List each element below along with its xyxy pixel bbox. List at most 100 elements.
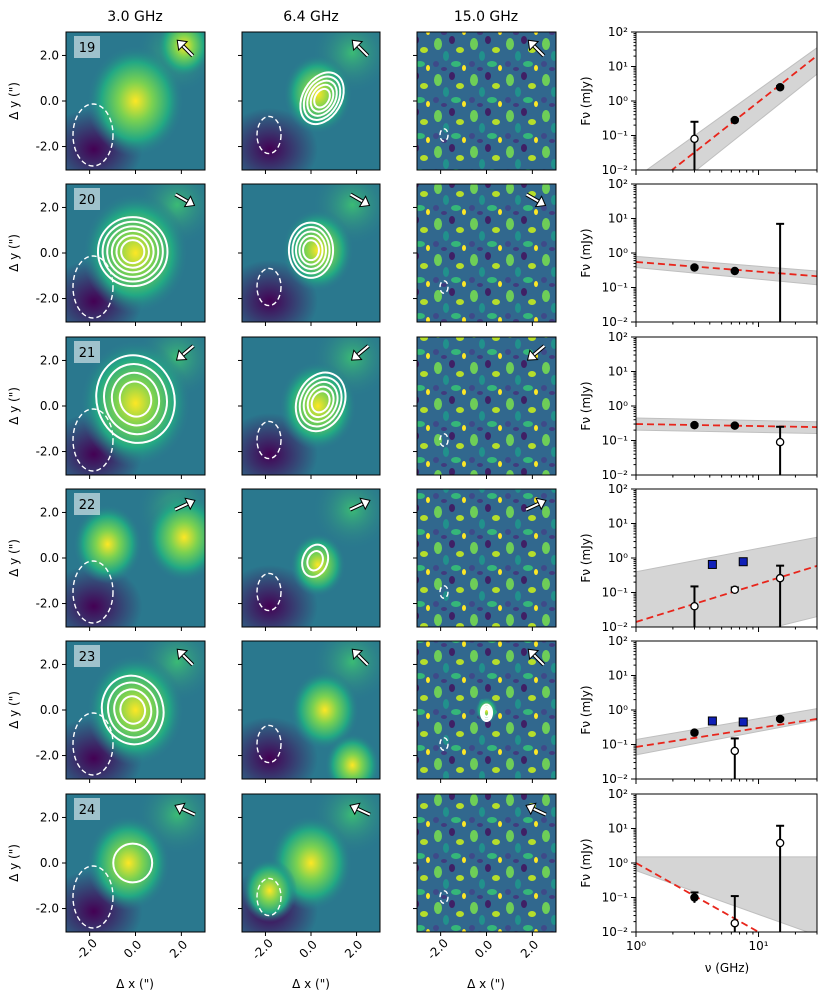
ytick-label: 10⁰ [608, 246, 628, 260]
source-id-label: 19 [79, 41, 96, 56]
contour [101, 220, 164, 283]
beam-ellipse [439, 890, 449, 904]
ytick-label: 10² [608, 787, 628, 801]
ytick-label: -2.0 [36, 749, 59, 763]
contour [103, 363, 168, 436]
fit-line [636, 423, 817, 428]
data-point [690, 601, 699, 611]
north-arrow-icon [526, 344, 546, 361]
contour [120, 239, 146, 265]
map-emission [290, 670, 360, 750]
contour [479, 703, 494, 723]
xtick-label: 10⁰ [626, 939, 646, 953]
contour [294, 230, 328, 271]
beam-ellipse [439, 433, 449, 447]
north-arrow-icon [350, 344, 370, 361]
ytick-label: -2.0 [36, 902, 59, 916]
row-21: 21 2.0 0.0 -2.0 Δ y (") 10⁻² 10⁻¹ 10⁰ 10¹ 10² Fν (… [7, 330, 818, 482]
sed-ylabel: Fν (mJy) [579, 685, 593, 734]
sed-ylabel: Fν (mJy) [579, 76, 593, 125]
north-arrow-icon [349, 192, 371, 208]
ytick-label: 10¹ [608, 669, 628, 683]
north-arrow-icon [174, 497, 196, 512]
map-ylabel: Δ y (") [7, 234, 21, 272]
ytick-label: 10⁰ [608, 399, 628, 413]
map-emission [290, 533, 346, 597]
contour [96, 216, 169, 288]
literature-point [707, 716, 717, 726]
ytick-label: 0.0 [40, 246, 59, 260]
beam-ellipse [439, 128, 449, 142]
beam-ellipse [439, 585, 449, 599]
map-background [417, 794, 556, 932]
map-low [66, 564, 143, 627]
contour [313, 87, 331, 109]
contour [309, 83, 335, 113]
fit-uncertainty-band [636, 536, 817, 627]
north-arrow-icon [174, 802, 196, 817]
beam-ellipse [256, 877, 282, 917]
ytick-label: 10¹ [608, 212, 628, 226]
data-point [775, 437, 785, 447]
source-badge [74, 798, 100, 820]
source-id-label: 24 [79, 803, 96, 818]
sed-ylabel: Fν (mJy) [579, 228, 593, 277]
ytick-label: 10⁻¹ [602, 129, 629, 143]
ytick-label: 10² [608, 330, 628, 344]
contour [115, 234, 150, 269]
sed-frame [635, 183, 818, 323]
ytick-label: 10⁻² [602, 163, 629, 177]
ytick-label: 10⁻² [602, 468, 629, 482]
map-panel: 20 2.0 0.0 -2.0 Δ y (") [7, 183, 206, 326]
ytick-label: -2.0 [36, 445, 59, 459]
ytick-label: 10⁰ [608, 856, 628, 870]
ytick-label: 0.0 [40, 856, 59, 870]
map-panel: 24 2.0 0.0 -2.0 Δ y (") -2.0 0.0 2.0 [7, 793, 206, 962]
source-id-label: 21 [79, 346, 96, 361]
sed-frame [635, 31, 818, 171]
contour [106, 225, 160, 278]
source-badge [74, 645, 100, 667]
sed-xlabel: ν (GHz) [705, 961, 750, 975]
row-20: 20 2.0 0.0 -2.0 Δ y (") 10⁻² 10⁻¹ 10⁰ 10¹ 10² Fν (… [7, 177, 818, 329]
data-point [775, 714, 785, 724]
ytick-label: 0.0 [40, 703, 59, 717]
ytick-label: 2.0 [40, 353, 59, 367]
contour [294, 371, 347, 433]
contour [302, 75, 342, 121]
data-point [690, 263, 699, 272]
xtick-label: -2.0 [249, 936, 275, 962]
sed-panel: 10⁻² 10⁻¹ 10⁰ 10¹ 10² Fν (mJy) [579, 634, 818, 786]
sed-frame [635, 640, 818, 780]
beam-ellipse [72, 103, 114, 167]
ytick-label: 10⁻¹ [602, 434, 629, 448]
map-ylabel: Δ y (") [7, 691, 21, 729]
ytick-label: 10⁻¹ [602, 738, 629, 752]
fit-uncertainty-band [636, 708, 817, 756]
sed-ylabel: Fν (mJy) [579, 381, 593, 430]
map-emission [156, 32, 205, 78]
row-19: 19 2.0 0.0 -2.0 Δ y (") 10⁻² 10⁻¹ 10⁰ 10¹ 10² Fν (… [7, 25, 818, 177]
beam-ellipse [256, 267, 282, 307]
ytick-label: 10⁻¹ [602, 586, 629, 600]
source-id-label: 23 [79, 650, 96, 665]
ytick-label: 0.0 [40, 94, 59, 108]
map-emission [82, 192, 189, 314]
contour [110, 229, 155, 274]
contour [95, 354, 176, 444]
map-emission [86, 45, 185, 157]
map-emission [72, 504, 143, 584]
map-panel [413, 336, 557, 479]
ytick-label: 10⁻¹ [602, 891, 629, 905]
contour [302, 239, 320, 262]
north-arrow-icon [525, 802, 547, 817]
contour [310, 390, 331, 414]
contour [113, 688, 153, 732]
ytick-label: 10⁰ [608, 703, 628, 717]
source-id-label: 20 [79, 193, 96, 208]
contour [299, 71, 345, 126]
data-point [730, 746, 740, 756]
contour [306, 79, 338, 117]
data-point [690, 134, 699, 144]
beam-ellipse [72, 560, 114, 624]
